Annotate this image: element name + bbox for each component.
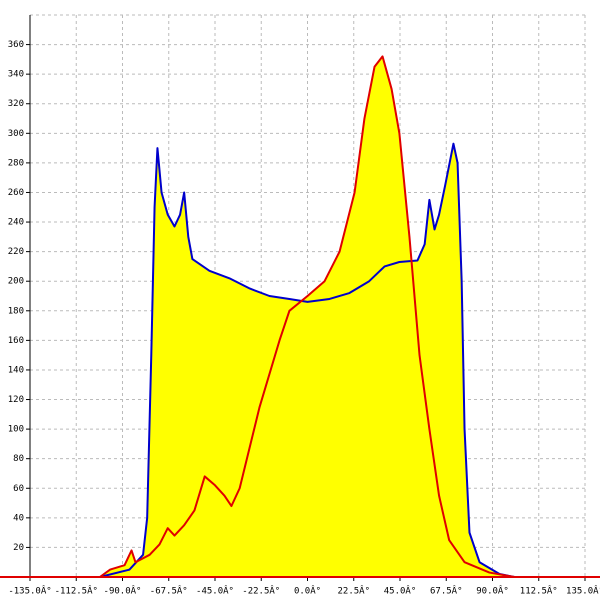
x-tick-label: 135.0Â°: [566, 585, 600, 597]
x-tick-label: -67.5Â°: [150, 585, 188, 597]
x-tick-label: -135.0Â°: [8, 585, 51, 597]
line: [99, 142, 515, 578]
y-tick-label: 200: [8, 277, 24, 287]
y-tick-label: 360: [8, 40, 24, 50]
x-tick-label: 112.5Â°: [520, 585, 558, 597]
x-tick-label: 45.0Â°: [384, 585, 417, 597]
x-tick-label: 67.5Â°: [430, 585, 463, 597]
x-tick-label: 0.0Â°: [294, 585, 321, 597]
y-tick-label: 340: [8, 70, 24, 80]
y-tick-label: 120: [8, 395, 24, 405]
y-tick-label: 220: [8, 247, 24, 257]
y-tick-label: 280: [8, 158, 24, 168]
y-tick-label: 300: [8, 129, 24, 139]
x-tick-label: -22.5Â°: [242, 585, 280, 597]
x-tick-label: 22.5Â°: [337, 585, 370, 597]
y-tick-label: 180: [8, 306, 24, 316]
y-tick-label: 260: [8, 188, 24, 198]
y-tick-label: 160: [8, 336, 24, 346]
y-tick-label: 20: [13, 543, 24, 553]
y-tick-label: 40: [13, 513, 24, 523]
y-tick-label: 240: [8, 218, 24, 228]
line: [99, 55, 515, 578]
x-tick-label: -90.0Â°: [104, 585, 142, 597]
x-tick-label: -112.5Â°: [55, 585, 98, 597]
y-tick-label: 320: [8, 99, 24, 109]
y-tick-label: 80: [13, 454, 24, 464]
y-tick-label: 60: [13, 484, 24, 494]
y-tick-label: 100: [8, 425, 24, 435]
x-tick-label: -45.0Â°: [196, 585, 234, 597]
y-tick-label: 140: [8, 365, 24, 375]
x-tick-label: 90.0Â°: [476, 585, 509, 597]
area: [99, 56, 515, 578]
